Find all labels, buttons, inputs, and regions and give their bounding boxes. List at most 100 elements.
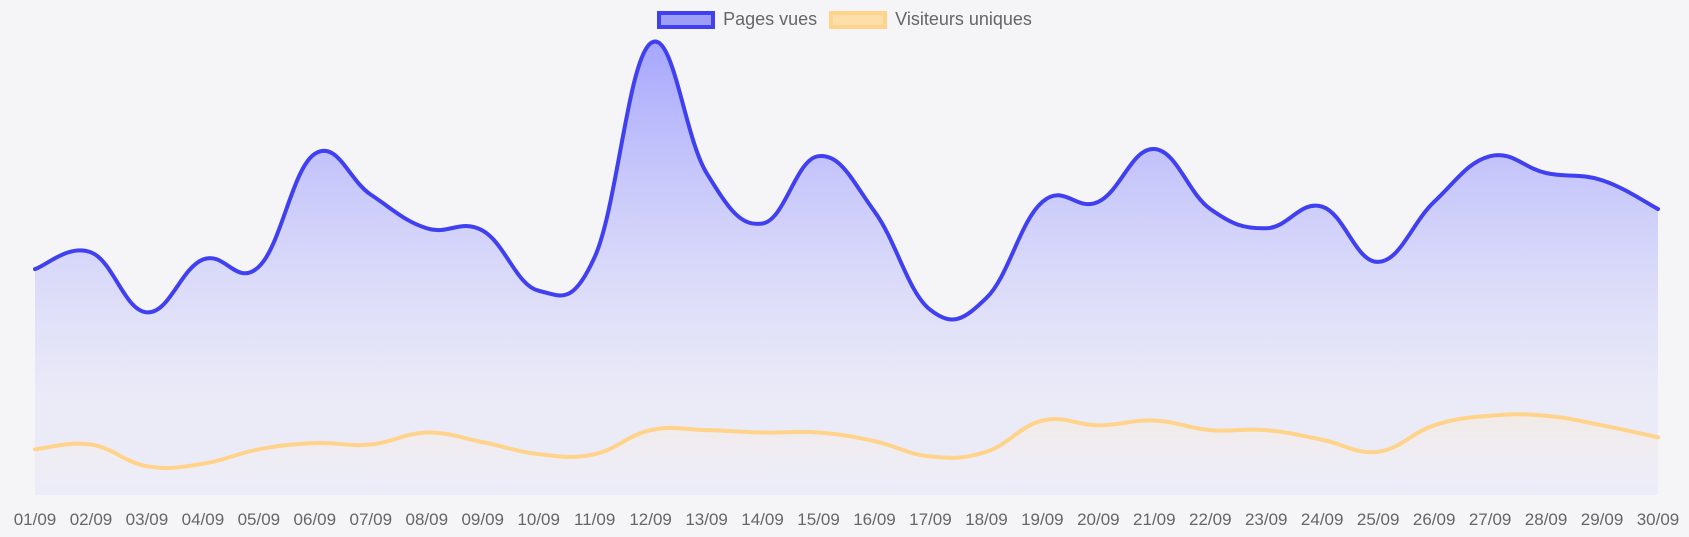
data-point-pages-vues-9[interactable] [533,285,545,297]
x-tick-label: 06/09 [294,510,337,529]
series-line-pages-vues [33,39,1660,322]
data-point-pages-vues-2[interactable] [141,306,153,318]
data-point-visiteurs-uniques-28[interactable] [1596,419,1608,431]
data-point-pages-vues-12[interactable] [701,167,713,179]
legend-item-pages-vues[interactable]: Pages vues [657,9,817,30]
x-tick-label: 21/09 [1133,510,1176,529]
x-tick-label: 03/09 [126,510,169,529]
data-point-visiteurs-uniques-27[interactable] [1540,410,1552,422]
x-tick-label: 05/09 [238,510,281,529]
data-point-visiteurs-uniques-23[interactable] [1316,434,1328,446]
x-tick-label: 02/09 [70,510,113,529]
x-tick-label: 24/09 [1301,510,1344,529]
x-axis: 01/09 02/09 03/09 04/09 05/09 06/09 07/09 08/09… [14,510,1680,529]
data-point-visiteurs-uniques-25[interactable] [1428,419,1440,431]
x-tick-label: 22/09 [1189,510,1232,529]
data-point-visiteurs-uniques-6[interactable] [365,439,377,451]
data-point-pages-vues-4[interactable] [253,261,265,273]
data-point-visiteurs-uniques-22[interactable] [1260,424,1272,436]
data-point-visiteurs-uniques-4[interactable] [253,443,265,455]
data-point-pages-vues-21[interactable] [1204,203,1216,215]
data-point-pages-vues-5[interactable] [309,148,321,160]
data-point-pages-vues-18[interactable] [1036,196,1048,208]
x-tick-label: 15/09 [797,510,840,529]
data-point-visiteurs-uniques-5[interactable] [309,437,321,449]
data-point-pages-vues-20[interactable] [1148,143,1160,155]
x-tick-label: 08/09 [405,510,448,529]
x-tick-label: 20/09 [1077,510,1120,529]
data-point-visiteurs-uniques-9[interactable] [533,448,545,460]
data-point-visiteurs-uniques-8[interactable] [477,436,489,448]
data-point-pages-vues-27[interactable] [1540,167,1552,179]
data-point-visiteurs-uniques-12[interactable] [701,424,713,436]
data-point-visiteurs-uniques-29[interactable] [1652,431,1664,443]
x-tick-label: 25/09 [1357,510,1400,529]
data-point-visiteurs-uniques-15[interactable] [868,435,880,447]
data-point-pages-vues-1[interactable] [85,246,97,258]
data-point-pages-vues-7[interactable] [421,222,433,234]
x-tick-label: 28/09 [1525,510,1568,529]
legend-label-pages-vues: Pages vues [723,9,818,29]
data-point-visiteurs-uniques-10[interactable] [589,448,601,460]
data-point-pages-vues-16[interactable] [924,304,936,316]
data-point-visiteurs-uniques-20[interactable] [1148,415,1160,427]
data-point-visiteurs-uniques-26[interactable] [1484,410,1496,422]
x-tick-label: 13/09 [685,510,728,529]
data-point-visiteurs-uniques-11[interactable] [645,424,657,436]
data-point-pages-vues-29[interactable] [1652,203,1664,215]
data-point-visiteurs-uniques-21[interactable] [1204,424,1216,436]
data-point-visiteurs-uniques-14[interactable] [813,427,825,439]
data-point-visiteurs-uniques-7[interactable] [421,427,433,439]
data-point-visiteurs-uniques-17[interactable] [980,446,992,458]
x-tick-label: 23/09 [1245,510,1288,529]
data-point-visiteurs-uniques-0[interactable] [29,443,41,455]
data-point-pages-vues-22[interactable] [1260,222,1272,234]
x-tick-label: 12/09 [629,510,672,529]
data-point-visiteurs-uniques-2[interactable] [141,460,153,472]
data-point-visiteurs-uniques-16[interactable] [924,451,936,463]
data-point-visiteurs-uniques-18[interactable] [1036,415,1048,427]
x-tick-label: 09/09 [461,510,504,529]
x-tick-label: 26/09 [1413,510,1456,529]
series-line-visiteurs-uniques [33,412,1660,470]
data-point-pages-vues-19[interactable] [1092,196,1104,208]
data-point-pages-vues-14[interactable] [813,150,825,162]
x-tick-label: 04/09 [182,510,225,529]
legend: Pages vues Visiteurs uniques [0,9,1689,30]
x-tick-label: 17/09 [909,510,952,529]
x-tick-label: 14/09 [741,510,784,529]
data-point-visiteurs-uniques-13[interactable] [757,427,769,439]
x-tick-label: 07/09 [350,510,393,529]
data-point-pages-vues-0[interactable] [29,263,41,275]
data-point-pages-vues-24[interactable] [1372,256,1384,268]
x-tick-label: 01/09 [14,510,57,529]
x-tick-label: 18/09 [965,510,1008,529]
data-point-pages-vues-17[interactable] [980,292,992,304]
legend-item-visiteurs-uniques[interactable]: Visiteurs uniques [829,9,1032,30]
data-point-pages-vues-3[interactable] [197,254,209,266]
data-point-pages-vues-26[interactable] [1484,150,1496,162]
area-fill-pages-vues [35,41,1658,495]
data-point-pages-vues-15[interactable] [868,205,880,217]
data-point-pages-vues-28[interactable] [1596,174,1608,186]
data-point-visiteurs-uniques-1[interactable] [85,439,97,451]
data-point-visiteurs-uniques-19[interactable] [1092,419,1104,431]
data-point-pages-vues-6[interactable] [365,189,377,201]
data-point-pages-vues-11[interactable] [645,37,657,49]
x-tick-label: 27/09 [1469,510,1512,529]
data-point-visiteurs-uniques-24[interactable] [1372,446,1384,458]
x-tick-label: 29/09 [1581,510,1624,529]
x-tick-label: 30/09 [1637,510,1680,529]
x-tick-label: 16/09 [853,510,896,529]
data-point-pages-vues-13[interactable] [757,217,769,229]
data-point-pages-vues-25[interactable] [1428,196,1440,208]
data-point-pages-vues-10[interactable] [589,251,601,263]
data-point-visiteurs-uniques-3[interactable] [197,458,209,470]
data-point-pages-vues-23[interactable] [1316,201,1328,213]
x-tick-label: 11/09 [574,510,615,529]
series-layer [29,37,1664,495]
x-tick-label: 19/09 [1021,510,1064,529]
data-point-pages-vues-8[interactable] [477,225,489,237]
